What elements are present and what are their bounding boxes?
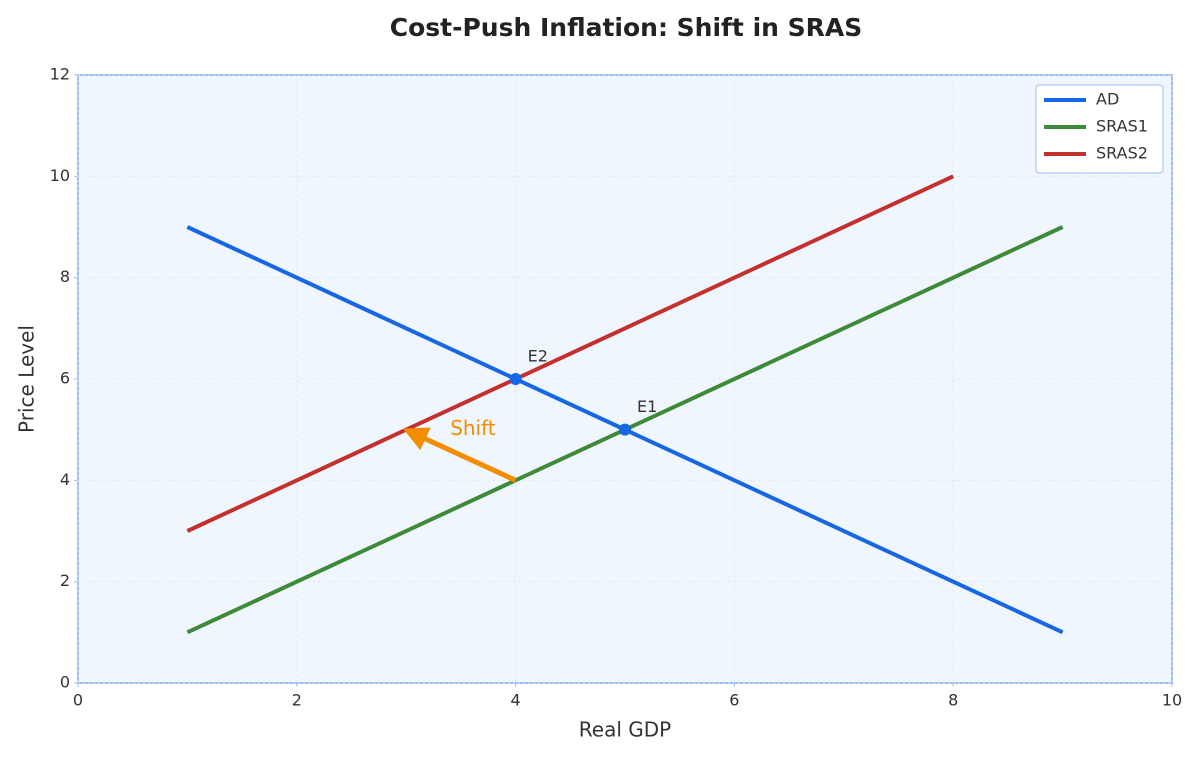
- y-tick-label: 2: [60, 571, 70, 590]
- point-label: E1: [637, 397, 657, 416]
- legend-label: SRAS1: [1096, 117, 1148, 136]
- y-tick-label: 4: [60, 470, 70, 489]
- point-label: E2: [528, 347, 548, 366]
- shift-arrow: [402, 427, 517, 483]
- x-axis-label: Real GDP: [579, 718, 671, 742]
- x-tick-label: 4: [511, 691, 521, 710]
- x-tick-label: 0: [73, 691, 83, 710]
- y-tick-label: 6: [60, 369, 70, 388]
- y-tick-label: 8: [60, 267, 70, 286]
- legend-label: SRAS2: [1096, 144, 1148, 163]
- arrow-label: Shift: [450, 416, 496, 440]
- equilibrium-point: [619, 423, 631, 436]
- y-tick-label: 0: [60, 673, 70, 692]
- series-line: [186, 174, 955, 533]
- y-tick-label: 12: [50, 65, 70, 84]
- x-tick-label: 2: [292, 691, 302, 710]
- x-tick-label: 8: [948, 691, 958, 710]
- legend-label: AD: [1096, 90, 1119, 109]
- equilibrium-point: [509, 373, 522, 385]
- legend-box: [1035, 84, 1164, 174]
- y-tick-label: 10: [50, 166, 70, 185]
- chart-title: Cost-Push Inflation: Shift in SRAS: [390, 13, 863, 42]
- x-tick-label: 6: [729, 691, 739, 710]
- y-axis-label: Price Level: [15, 325, 39, 433]
- x-tick-label: 10: [1162, 691, 1182, 710]
